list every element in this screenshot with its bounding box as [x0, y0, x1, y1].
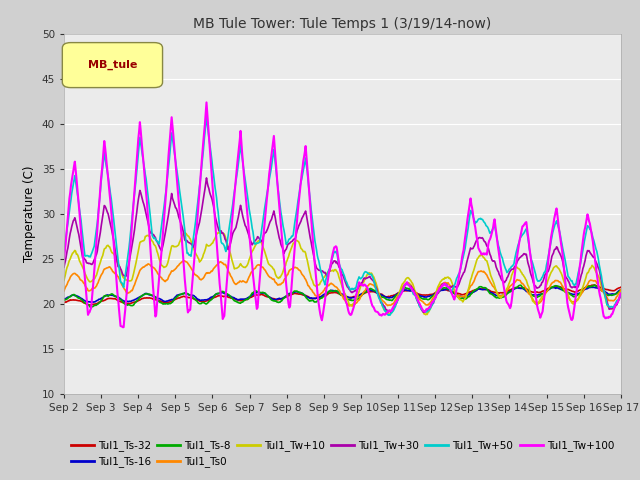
Y-axis label: Temperature (C): Temperature (C): [23, 165, 36, 262]
Text: MB_tule: MB_tule: [88, 60, 137, 71]
Title: MB Tule Tower: Tule Temps 1 (3/19/14-now): MB Tule Tower: Tule Temps 1 (3/19/14-now…: [193, 17, 492, 31]
FancyBboxPatch shape: [62, 43, 163, 87]
Legend: Tul1_Ts-32, Tul1_Ts-16, Tul1_Ts-8, Tul1_Ts0, Tul1_Tw+10, Tul1_Tw+30, Tul1_Tw+50,: Tul1_Ts-32, Tul1_Ts-16, Tul1_Ts-8, Tul1_…: [70, 440, 614, 467]
